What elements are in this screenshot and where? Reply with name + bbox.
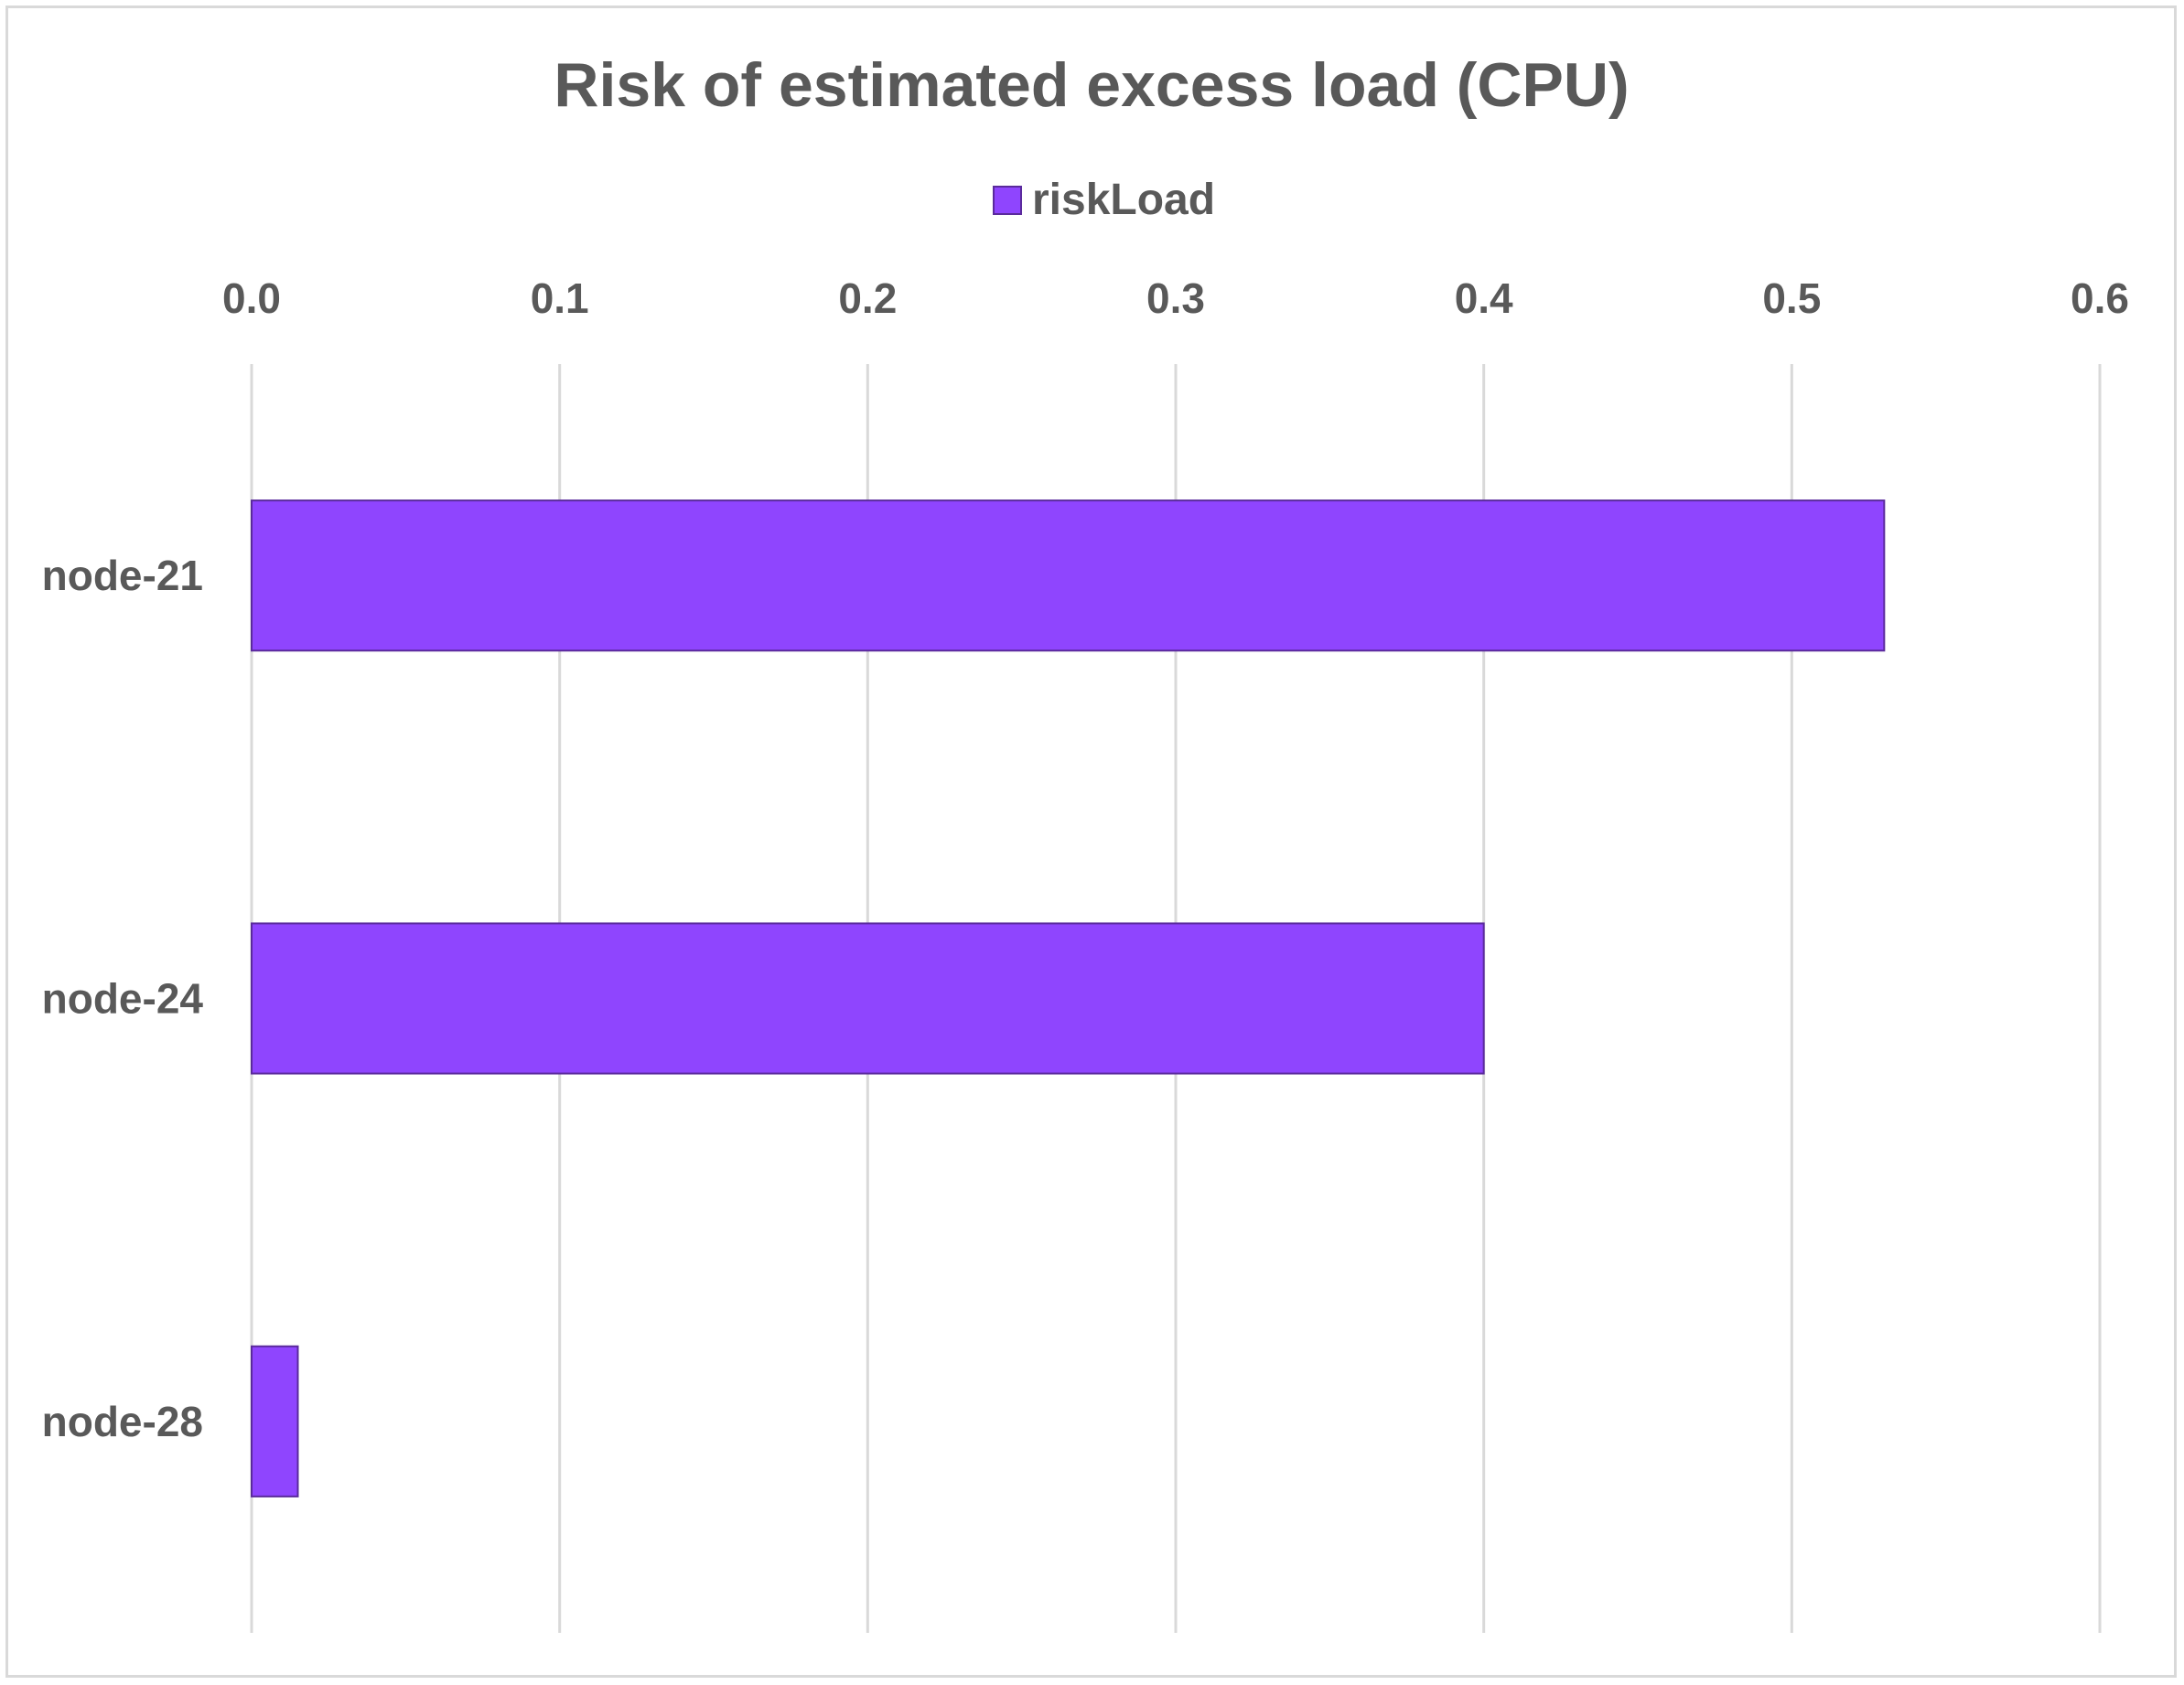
x-tick-label: 0.2 — [838, 274, 897, 322]
x-tick-label: 0.4 — [1455, 274, 1513, 322]
category-label-node-28: node-28 — [42, 1398, 203, 1445]
legend-label-riskload: riskLoad — [1032, 176, 1215, 224]
legend-swatch — [993, 186, 1022, 215]
chart-frame — [5, 5, 2177, 1678]
x-axis-ticks: 0.0 0.1 0.2 0.3 0.4 0.5 0.6 — [222, 274, 2129, 322]
x-tick-label: 0.0 — [222, 274, 281, 322]
legend: riskLoad — [993, 176, 1215, 224]
x-tick-label: 0.3 — [1146, 274, 1205, 322]
x-tick-label: 0.6 — [2071, 274, 2129, 322]
bars — [251, 499, 1886, 1497]
category-label-node-21: node-21 — [42, 552, 203, 599]
chart-title: Risk of estimated excess load (CPU) — [554, 50, 1629, 120]
bar-node-21 — [251, 499, 1886, 652]
bar-node-28 — [251, 1345, 299, 1497]
y-axis-categories: node-21 node-24 node-28 — [42, 552, 204, 1445]
bar-node-24 — [251, 922, 1485, 1075]
category-label-node-24: node-24 — [42, 975, 204, 1023]
x-tick-label: 0.5 — [1762, 274, 1821, 322]
x-tick-label: 0.1 — [531, 274, 589, 322]
